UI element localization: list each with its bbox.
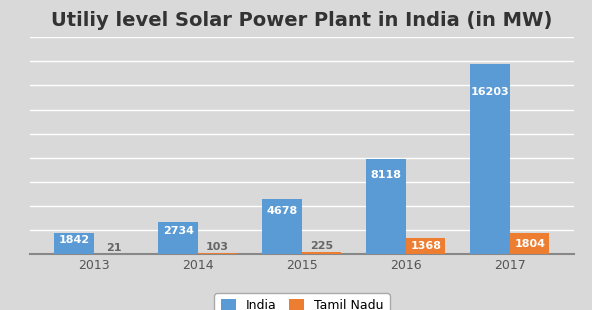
Bar [198,253,237,254]
Text: 1804: 1804 [514,239,545,249]
Bar [471,64,510,254]
Bar [510,233,549,254]
Text: 2734: 2734 [163,226,194,236]
Title: Utiliy level Solar Power Plant in India (in MW): Utiliy level Solar Power Plant in India … [52,11,552,30]
Text: 21: 21 [106,243,121,253]
Text: 16203: 16203 [471,87,510,97]
Text: 4678: 4678 [266,206,298,216]
Bar [302,251,342,254]
Bar [366,159,406,254]
Text: 1842: 1842 [59,235,89,245]
Text: 8118: 8118 [371,170,402,180]
Text: 225: 225 [310,241,333,250]
Bar [54,232,94,254]
Bar [262,199,302,254]
Text: 1368: 1368 [410,241,441,251]
Legend: India, Tamil Nadu: India, Tamil Nadu [214,293,390,310]
Bar [159,222,198,254]
Text: 103: 103 [206,242,229,252]
Bar [406,238,445,254]
